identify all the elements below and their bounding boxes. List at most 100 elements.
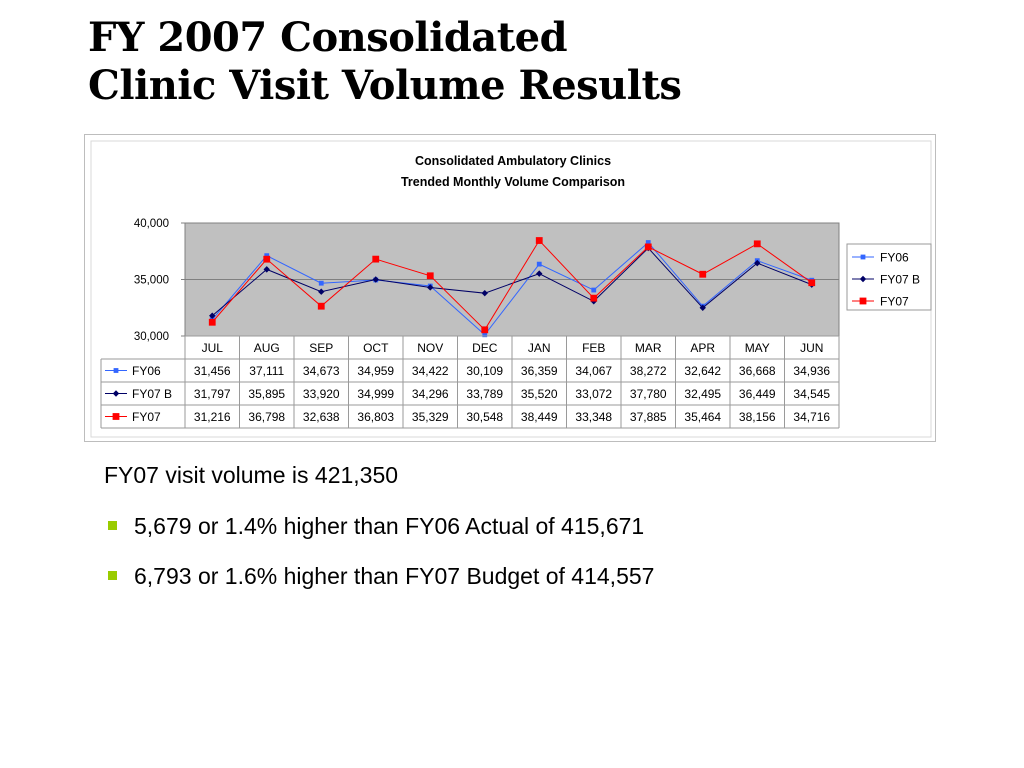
data-point-marker [372,276,379,283]
data-value-label: 33,920 [303,387,340,401]
legend-label: FY07 [880,295,909,309]
data-value-label: 34,422 [412,364,449,378]
y-tick-label: 35,000 [134,275,169,287]
x-category-label: JAN [528,341,551,355]
data-value-label: 34,296 [412,387,449,401]
data-value-label: 33,348 [575,410,612,424]
data-value-label: 34,716 [793,410,830,424]
bullet-square-icon [108,571,117,580]
data-point-marker [264,253,270,259]
data-value-label: 31,797 [194,387,231,401]
x-category-label: FEB [582,341,605,355]
legend-label: FY07 B [880,273,920,287]
data-value-label: 35,464 [684,410,721,424]
x-category-label: APR [690,341,715,355]
bullet-item: 5,679 or 1.4% higher than FY06 Actual of… [106,512,654,540]
data-value-label: 31,456 [194,364,231,378]
data-value-label: 35,520 [521,387,558,401]
data-point-marker [753,240,761,248]
data-value-label: 32,638 [303,410,340,424]
data-value-label: 30,109 [466,364,503,378]
data-point-marker [645,240,651,245]
data-point-marker [535,237,543,244]
data-point-marker [536,270,543,277]
x-category-label: NOV [417,341,443,355]
slide-title-line-2: Clinic Visit Volume Results [88,62,682,109]
x-category-label: JUN [800,341,823,355]
data-point-marker [372,255,380,263]
data-point-marker [860,254,866,260]
data-value-label: 35,895 [248,387,285,401]
bullet-text: 6,793 or 1.6% higher than FY07 Budget of… [134,563,655,589]
data-value-label: 36,668 [739,364,776,378]
data-point-marker [644,243,652,251]
table-series-label: FY07 B [132,387,172,401]
data-value-label: 33,072 [575,387,612,401]
data-point-marker [699,304,706,312]
x-category-label: OCT [363,341,389,355]
summary-text: FY07 visit volume is 421,350 [104,462,399,488]
series-line [211,241,812,336]
table-series-label: FY07 [132,410,161,424]
data-value-label: 34,545 [793,387,830,401]
data-point-marker [317,302,325,310]
data-value-label: 32,642 [684,364,721,378]
data-value-label: 34,936 [793,364,830,378]
data-value-label: 30,548 [466,410,503,424]
x-category-label: MAY [745,341,770,355]
data-point-marker [263,266,270,273]
data-point-marker [113,368,119,373]
data-value-label: 37,111 [249,364,284,378]
chart-title: Consolidated Ambulatory Clinics [415,154,611,168]
x-category-label: JUL [202,341,224,355]
series-line [211,247,812,317]
bullet-square-icon [108,521,117,530]
data-value-label: 34,959 [357,364,394,378]
data-value-label: 31,216 [194,410,231,424]
data-point-marker [754,259,761,267]
bullet-item: 6,793 or 1.6% higher than FY07 Budget of… [106,562,654,590]
data-value-label: 37,780 [630,387,667,401]
data-point-marker [859,297,867,305]
data-point-marker [591,287,597,293]
data-value-label: 38,272 [630,364,667,378]
y-tick-label: 30,000 [134,331,169,343]
data-value-label: 36,798 [248,410,285,424]
line-chart: Consolidated Ambulatory Clinics Trended M… [90,140,932,438]
x-category-label: MAR [635,341,662,355]
data-point-marker [426,272,434,280]
data-point-marker [112,413,120,420]
series-line [211,239,813,331]
data-value-label: 34,067 [575,364,612,378]
data-point-marker [263,255,271,263]
data-value-label: 36,359 [521,364,558,378]
data-point-marker [808,279,816,287]
x-category-label: AUG [254,341,280,355]
data-point-marker [318,288,325,295]
x-category-label: SEP [309,341,333,355]
chart-frame: Consolidated Ambulatory Clinics Trended M… [84,134,936,442]
data-value-label: 37,885 [630,410,667,424]
data-point-marker [536,261,542,267]
table-series-label: FY06 [132,364,161,378]
bullet-text: 5,679 or 1.4% higher than FY06 Actual of… [134,513,645,539]
data-point-marker [859,275,867,283]
slide-title-line-1: FY 2007 Consolidated [88,14,568,61]
data-value-label: 33,789 [466,387,503,401]
data-point-marker [590,294,598,302]
data-point-marker [208,318,216,326]
data-value-label: 34,673 [303,364,340,378]
data-value-label: 38,449 [521,410,558,424]
y-tick-label: 40,000 [134,218,169,230]
data-value-label: 35,329 [412,410,449,424]
chart-subtitle: Trended Monthly Volume Comparison [401,175,625,189]
data-point-marker [699,270,707,278]
data-point-marker [209,312,216,319]
bullet-list: 5,679 or 1.4% higher than FY06 Actual of… [106,512,654,612]
data-point-marker [481,326,489,334]
slide-title: FY 2007 Consolidated Clinic Visit Volume… [88,14,682,110]
data-point-marker [112,390,120,397]
data-value-label: 34,999 [357,387,394,401]
data-value-label: 36,449 [739,387,776,401]
data-point-marker [427,284,434,291]
